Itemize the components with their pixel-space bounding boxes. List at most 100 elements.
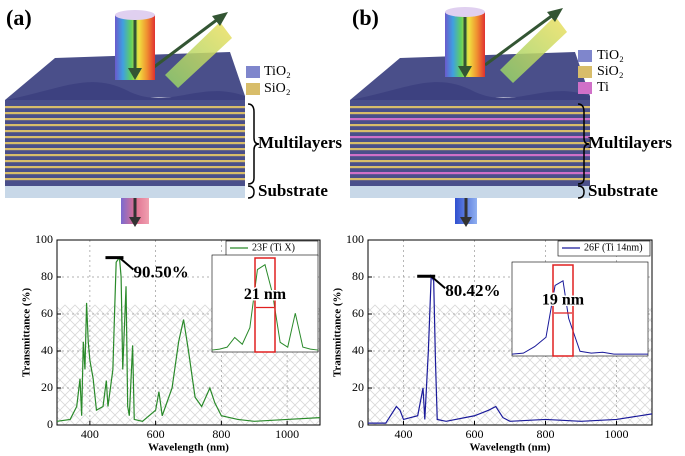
arrow	[484, 10, 558, 67]
layer	[350, 166, 590, 169]
multilayer-stack	[5, 100, 245, 186]
panel-label: (a)	[6, 5, 32, 30]
layer	[5, 124, 245, 127]
y-tick-label: 100	[346, 232, 364, 246]
x-axis-label: Wavelength (nm)	[470, 442, 551, 454]
legend-label: 26F (Ti 14nm)	[584, 242, 643, 253]
y-tick-label: 20	[41, 380, 53, 394]
multilayers-label: Multilayers	[588, 133, 672, 152]
layer	[5, 112, 245, 115]
layer	[350, 172, 590, 175]
legend-swatch	[578, 66, 592, 78]
legend-label: 23F (Ti X)	[252, 242, 295, 253]
legend-box	[557, 240, 651, 257]
arrow-head	[460, 217, 472, 227]
arrow-head	[129, 217, 141, 227]
multilayer-stack	[350, 100, 590, 186]
layer	[5, 106, 245, 109]
plot-frame	[367, 239, 653, 426]
bandwidth-label: 21 nm	[244, 286, 287, 303]
layer	[350, 112, 590, 115]
annotation: 90.50%	[133, 262, 188, 281]
x-tick-label: 600	[147, 427, 165, 441]
brace	[577, 103, 590, 185]
y-tick-label: 80	[352, 269, 364, 283]
layer	[350, 154, 590, 157]
legend-label: Ti	[597, 80, 609, 95]
arrow-head	[458, 66, 472, 78]
panel-label: (b)	[352, 5, 379, 30]
x-tick-label: 1000	[605, 427, 629, 441]
illustration-b: (b) TiO₂ SiO₂ Ti Multilayers Substrate	[350, 5, 672, 227]
layer	[5, 148, 245, 151]
surface-wave	[5, 82, 245, 104]
layer	[350, 130, 590, 133]
multilayers-label: Multilayers	[258, 133, 342, 152]
reflected-beam	[165, 22, 232, 88]
layer	[5, 136, 245, 139]
beam-top	[115, 10, 155, 20]
y-axis-label: Transmittance (%)	[332, 288, 344, 378]
y-tick-label: 100	[35, 232, 53, 246]
layer	[5, 130, 245, 133]
annotation-leader	[118, 256, 135, 271]
x-tick-label: 400	[81, 427, 99, 441]
legend-label: SiO₂	[597, 64, 624, 79]
brace	[247, 185, 255, 199]
inset-frame	[211, 254, 319, 353]
layer	[350, 124, 590, 127]
brace	[577, 185, 585, 199]
layer	[5, 172, 245, 175]
annotation-leader	[430, 275, 446, 289]
inset-line	[511, 279, 648, 355]
layer	[350, 118, 590, 121]
bandwidth-box	[254, 257, 276, 353]
inset-line	[211, 263, 319, 351]
legend-swatch	[246, 83, 260, 95]
layer	[5, 160, 245, 163]
x-tick-label: 1000	[275, 427, 299, 441]
bandwidth-label: 19 nm	[542, 292, 585, 309]
reflected-beam	[500, 16, 567, 83]
surface-wave	[350, 82, 590, 104]
x-tick-label: 600	[466, 427, 484, 441]
substrate-label: Substrate	[258, 181, 328, 200]
layer	[350, 106, 590, 109]
x-tick-label: 400	[395, 427, 413, 441]
legend-swatch	[578, 50, 592, 62]
plot-frame	[56, 239, 321, 426]
brace	[247, 103, 260, 185]
layer	[350, 142, 590, 145]
layer	[350, 148, 590, 151]
y-axis-label: Transmittance (%)	[21, 288, 33, 378]
layer	[5, 178, 245, 181]
layer	[5, 118, 245, 121]
series-line	[368, 274, 653, 424]
y-tick-label: 40	[352, 343, 364, 357]
x-axis-label: Wavelength (nm)	[148, 442, 229, 454]
y-tick-label: 80	[41, 269, 53, 283]
layer	[350, 136, 590, 139]
legend-swatch	[246, 66, 260, 78]
legend-label: TiO₂	[264, 64, 291, 79]
x-tick-label: 800	[537, 427, 555, 441]
y-tick-label: 0	[358, 417, 364, 431]
substrate	[350, 186, 590, 198]
series-line	[56, 255, 321, 422]
legend-label: TiO₂	[597, 48, 624, 63]
y-tick-label: 60	[352, 306, 364, 320]
layer	[5, 166, 245, 169]
y-tick-label: 20	[352, 380, 364, 394]
y-tick-label: 40	[41, 343, 53, 357]
substrate-label: Substrate	[588, 181, 658, 200]
arrow-head	[547, 8, 563, 22]
layer	[350, 160, 590, 163]
arrow-head	[212, 12, 228, 26]
arrow-head	[128, 68, 142, 80]
illustration-a: (a) TiO₂ SiO₂ Multilayers Substrate	[5, 5, 342, 227]
beam-top	[445, 7, 485, 17]
x-tick-label: 800	[212, 427, 230, 441]
arrow	[149, 14, 223, 72]
